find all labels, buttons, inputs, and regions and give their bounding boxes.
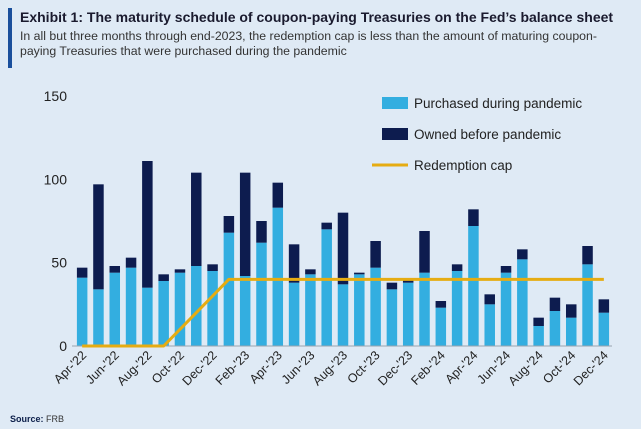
y-tick-label: 100 bbox=[44, 171, 68, 187]
bar-owned-before-Dec-'24 bbox=[598, 299, 610, 313]
x-tick-label: Aug-'24 bbox=[506, 348, 546, 388]
bar-owned-before-Jan-'23 bbox=[223, 216, 235, 233]
bar-purchased-Sep-'24 bbox=[549, 311, 561, 346]
bar-purchased-Dec-'24 bbox=[598, 312, 610, 346]
bar-purchased-Feb-'24 bbox=[435, 307, 447, 346]
y-tick-label: 0 bbox=[59, 338, 67, 354]
bar-owned-before-Dec-'22 bbox=[207, 264, 218, 271]
bar-owned-before-Feb-'23 bbox=[239, 172, 251, 276]
x-tick-label: Feb-'23 bbox=[213, 348, 253, 388]
bar-purchased-Jan-'23 bbox=[223, 232, 235, 346]
source-note: Source: FRB bbox=[10, 414, 64, 424]
bar-owned-before-Jun-'24 bbox=[500, 266, 512, 273]
x-tick-label: Apr-'23 bbox=[247, 348, 285, 386]
x-tick-label: Dec-'23 bbox=[375, 348, 415, 388]
bar-owned-before-Jul-'22 bbox=[125, 257, 137, 268]
bar-purchased-Nov-'24 bbox=[582, 264, 593, 346]
bar-purchased-Nov-'23 bbox=[386, 289, 398, 346]
bar-owned-before-May-'22 bbox=[93, 184, 104, 290]
bar-purchased-May-'23 bbox=[288, 282, 300, 346]
bar-owned-before-Dec-'23 bbox=[402, 279, 414, 283]
bar-owned-before-Sep-'24 bbox=[549, 297, 561, 311]
bar-purchased-Jun-'23 bbox=[305, 274, 316, 346]
x-tick-label: Apr-'24 bbox=[442, 348, 480, 386]
bar-owned-before-Feb-'24 bbox=[435, 301, 447, 308]
legend: Purchased during pandemic Owned before pa… bbox=[372, 96, 582, 173]
bar-purchased-Jun-'22 bbox=[109, 272, 121, 346]
bar-purchased-Jan-'24 bbox=[419, 272, 430, 346]
x-tick-label: Aug-'22 bbox=[114, 348, 154, 388]
bar-purchased-Mar-'24 bbox=[451, 271, 463, 346]
legend-label-redemption-cap: Redemption cap bbox=[414, 158, 512, 173]
source-label: Source: bbox=[10, 414, 44, 424]
bar-owned-before-Mar-'23 bbox=[256, 221, 267, 243]
bar-owned-before-Aug-'24 bbox=[533, 317, 544, 326]
bar-purchased-Aug-'23 bbox=[337, 284, 349, 346]
bar-purchased-Jun-'24 bbox=[500, 272, 512, 346]
bar-owned-before-Apr-'22 bbox=[76, 267, 88, 278]
y-tick-label: 150 bbox=[44, 88, 68, 104]
x-tick-label: Aug-'23 bbox=[310, 348, 350, 388]
bar-owned-before-May-'23 bbox=[288, 244, 300, 283]
title-accent-bar bbox=[8, 8, 12, 68]
bar-owned-before-Nov-'24 bbox=[582, 246, 593, 265]
bar-owned-before-Nov-'23 bbox=[386, 282, 398, 290]
bar-purchased-May-'24 bbox=[484, 304, 495, 346]
bar-purchased-Nov-'22 bbox=[191, 266, 202, 346]
bar-purchased-Apr-'23 bbox=[272, 207, 284, 346]
bar-purchased-Feb-'23 bbox=[239, 276, 251, 346]
bar-purchased-Mar-'23 bbox=[256, 242, 267, 346]
legend-label-owned-before: Owned before pandemic bbox=[414, 127, 561, 142]
redemption-cap-line bbox=[82, 277, 604, 348]
chart-title: Exhibit 1: The maturity schedule of coup… bbox=[20, 9, 614, 25]
bar-purchased-Jul-'23 bbox=[321, 229, 332, 346]
bar-owned-before-Apr-'23 bbox=[272, 182, 284, 208]
bar-owned-before-Sep-'23 bbox=[354, 272, 365, 275]
bar-purchased-Sep-'23 bbox=[354, 274, 365, 346]
bar-owned-before-Mar-'24 bbox=[451, 264, 463, 271]
bar-owned-before-Jul-'23 bbox=[321, 222, 332, 230]
bar-owned-before-Jun-'23 bbox=[305, 269, 316, 275]
bar-owned-before-Oct-'24 bbox=[565, 304, 577, 318]
bar-owned-before-Nov-'22 bbox=[191, 172, 202, 266]
bar-purchased-Oct-'22 bbox=[174, 272, 186, 346]
bar-owned-before-Jun-'22 bbox=[109, 266, 121, 273]
source-value: FRB bbox=[46, 414, 65, 424]
bar-chart: 050100150Apr-'22Jun-'22Aug-'22Oct-'22Dec… bbox=[44, 88, 612, 388]
bar-purchased-Jul-'24 bbox=[517, 259, 528, 346]
bar-owned-before-Oct-'22 bbox=[174, 269, 186, 273]
bar-purchased-Aug-'22 bbox=[142, 287, 153, 346]
bar-purchased-Apr-'24 bbox=[468, 226, 479, 346]
bar-owned-before-Oct-'23 bbox=[370, 241, 381, 268]
bar-purchased-Dec-'23 bbox=[402, 282, 414, 346]
y-tick-label: 50 bbox=[51, 255, 67, 271]
bar-purchased-May-'22 bbox=[93, 289, 104, 346]
bar-purchased-Aug-'24 bbox=[533, 326, 544, 346]
x-tick-label: Apr-'22 bbox=[51, 348, 89, 386]
bar-owned-before-Aug-'22 bbox=[142, 161, 153, 288]
legend-label-purchased: Purchased during pandemic bbox=[414, 96, 582, 111]
chart-subtitle: In all but three months through end-2023… bbox=[20, 29, 597, 58]
bar-owned-before-Aug-'23 bbox=[337, 212, 349, 285]
bar-owned-before-Sep-'22 bbox=[158, 274, 169, 281]
bar-owned-before-May-'24 bbox=[484, 294, 495, 305]
bar-purchased-Oct-'24 bbox=[565, 317, 577, 346]
bar-purchased-Apr-'22 bbox=[76, 277, 88, 346]
x-tick-label: Dec-'22 bbox=[180, 348, 220, 388]
legend-swatch-owned-before bbox=[382, 128, 408, 140]
bar-owned-before-Jan-'24 bbox=[419, 231, 430, 273]
bar-purchased-Dec-'22 bbox=[207, 271, 218, 346]
bar-owned-before-Jul-'24 bbox=[517, 249, 528, 260]
bar-purchased-Jul-'22 bbox=[125, 267, 137, 346]
bar-owned-before-Apr-'24 bbox=[468, 209, 479, 226]
x-tick-label: Feb-'24 bbox=[408, 348, 448, 388]
bar-purchased-Oct-'23 bbox=[370, 267, 381, 346]
legend-swatch-purchased bbox=[382, 97, 408, 109]
x-tick-label: Dec-'24 bbox=[571, 348, 611, 388]
bar-purchased-Sep-'22 bbox=[158, 281, 169, 346]
